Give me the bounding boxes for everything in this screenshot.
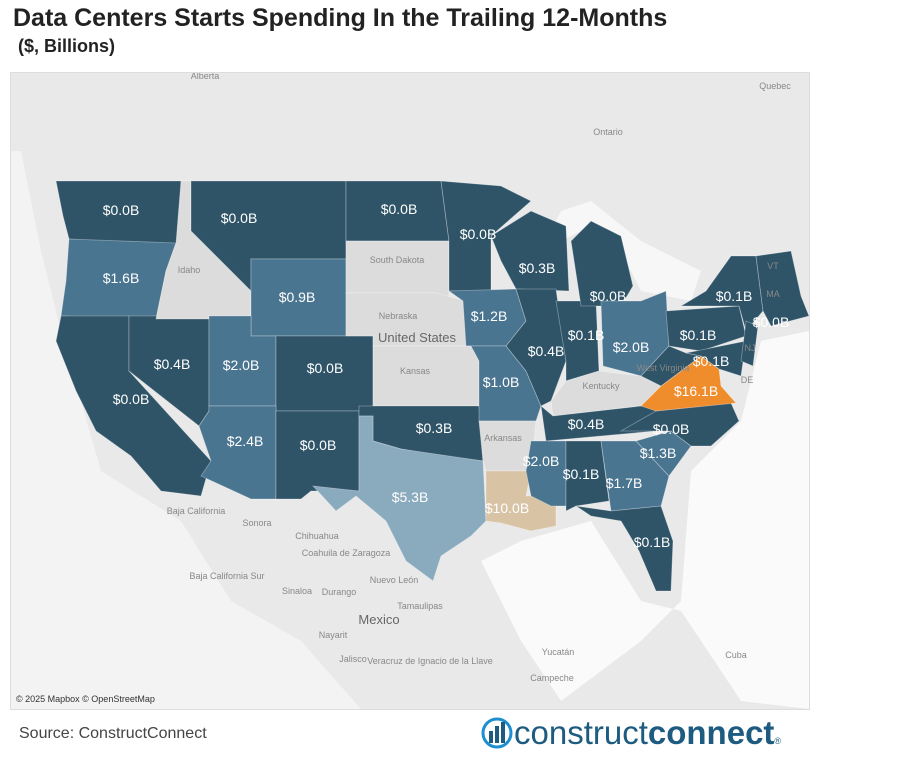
basemap-label: Yucatán (542, 647, 575, 657)
value-label-mo: $1.0B (483, 374, 520, 390)
logo-text-light: construct (514, 714, 648, 751)
value-label-sc: $1.3B (640, 445, 677, 461)
basemap-label: Nayarit (319, 630, 348, 640)
state-al[interactable] (565, 440, 610, 512)
state-nm[interactable] (275, 410, 360, 500)
basemap-label: Baja California Sur (189, 571, 264, 581)
basemap-label: Cuba (725, 650, 747, 660)
value-label-tx: $5.3B (392, 489, 429, 505)
value-label-nv: $0.4B (154, 356, 191, 372)
source-note: Source: ConstructConnect (19, 725, 207, 742)
constructconnect-logo: construct connect ® (480, 714, 781, 752)
value-label-ok: $0.3B (416, 420, 453, 436)
state-wi[interactable] (490, 210, 570, 292)
value-label-wi: $0.3B (519, 260, 556, 276)
basemap-label: Kentucky (582, 381, 620, 391)
state-md[interactable] (685, 340, 747, 377)
value-label-va: $16.1B (674, 383, 718, 399)
basemap-label: MA (766, 289, 780, 299)
value-label-pa: $0.1B (680, 327, 717, 343)
logo-text-bold: connect (647, 714, 775, 751)
basemap-label: Nuevo León (370, 575, 419, 585)
value-label-fl: $0.1B (634, 534, 671, 550)
page-subtitle: ($, Billions) (18, 36, 116, 56)
basemap-label: Mexico (358, 612, 399, 627)
basemap-label: Kansas (400, 366, 431, 376)
map-credit[interactable]: © 2025 Mapbox © OpenStreetMap (16, 694, 155, 704)
basemap-label: Sinaloa (282, 586, 312, 596)
logo-mark-icon (481, 717, 513, 749)
value-label-oh: $2.0B (613, 339, 650, 355)
basemap-label: West Virginia (637, 363, 690, 373)
value-label-az: $2.4B (227, 433, 264, 449)
choropleth-map[interactable]: $0.0B $1.6B $0.0B $0.4B $0.0B $0.9B $2.0B $0.0B… (10, 71, 810, 710)
value-label-ga: $1.7B (606, 475, 643, 491)
basemap-label: Baja California (167, 506, 226, 516)
value-label-nj: $0.0B (753, 314, 790, 330)
state-ga[interactable] (600, 440, 670, 512)
state-nj[interactable] (740, 320, 759, 367)
atlantic-gulf-water (481, 331, 809, 709)
basemap-label: Veracruz de Ignacio de la Llave (367, 656, 493, 666)
value-label-co: $0.0B (307, 360, 344, 376)
value-label-wa: $0.0B (103, 202, 140, 218)
value-label-or: $1.6B (103, 270, 140, 286)
basemap-label-layer: Alberta Quebec Ontario Idaho South Dakota Neb… (167, 71, 792, 683)
value-label-layer: $0.0B $1.6B $0.0B $0.4B $0.0B $0.9B $2.0B $0.0B… (103, 201, 790, 550)
value-label-tn: $0.4B (568, 416, 605, 432)
basemap-label: Idaho (178, 265, 201, 275)
basemap-label: Ontario (593, 127, 623, 137)
value-label-in: $0.1B (568, 327, 605, 343)
state-ms[interactable] (525, 440, 567, 507)
basemap-label: Arkansas (484, 433, 522, 443)
value-label-nd: $0.0B (381, 201, 418, 217)
value-label-md: $0.1B (693, 353, 730, 369)
value-label-ca: $0.0B (113, 391, 150, 407)
basemap-label: NJ (745, 343, 756, 353)
value-label-mn: $0.0B (460, 226, 497, 242)
basemap-label: United States (378, 330, 457, 345)
value-label-la: $10.0B (485, 500, 529, 516)
basemap-label: DE (741, 375, 754, 385)
value-label-ms: $2.0B (523, 453, 560, 469)
basemap-label: VT (767, 261, 779, 271)
basemap-label: Sonora (242, 518, 271, 528)
state-mn[interactable] (440, 180, 532, 292)
value-label-ut: $2.0B (223, 357, 260, 373)
state-sd[interactable] (345, 240, 450, 302)
value-label-al: $0.1B (563, 466, 600, 482)
state-pa[interactable] (665, 305, 747, 352)
state-mi[interactable] (570, 220, 634, 307)
pacific-ocean (11, 151, 361, 709)
value-label-wy: $0.9B (279, 289, 316, 305)
value-label-nc: $0.0B (653, 421, 690, 437)
state-tx[interactable] (311, 415, 487, 582)
basemap-label: Durango (322, 587, 357, 597)
state-ks[interactable] (372, 345, 480, 407)
basemap-label: Chihuahua (295, 531, 339, 541)
value-label-mt: $0.0B (221, 210, 258, 226)
state-fl[interactable] (575, 505, 674, 592)
page-title: Data Centers Starts Spending In the Trai… (13, 4, 668, 32)
value-label-nm: $0.0B (300, 437, 337, 453)
value-label-mi: $0.0B (590, 288, 627, 304)
basemap-label: Jalisco (339, 654, 367, 664)
state-layer (55, 180, 810, 592)
basemap-label: Nebraska (379, 311, 418, 321)
basemap-label: Coahuila de Zaragoza (302, 548, 391, 558)
basemap-label: South Dakota (370, 255, 425, 265)
value-label-il: $0.4B (528, 343, 565, 359)
value-label-ia: $1.2B (471, 308, 508, 324)
map-canvas[interactable]: $0.0B $1.6B $0.0B $0.4B $0.0B $0.9B $2.0B $0.0B… (11, 71, 810, 709)
logo-registered-mark: ® (774, 736, 782, 746)
basemap-label: Quebec (759, 81, 791, 91)
basemap-label: Tamaulipas (397, 601, 443, 611)
basemap-label: Alberta (191, 73, 220, 81)
basemap-label: Campeche (530, 673, 574, 683)
value-label-ny: $0.1B (716, 288, 753, 304)
